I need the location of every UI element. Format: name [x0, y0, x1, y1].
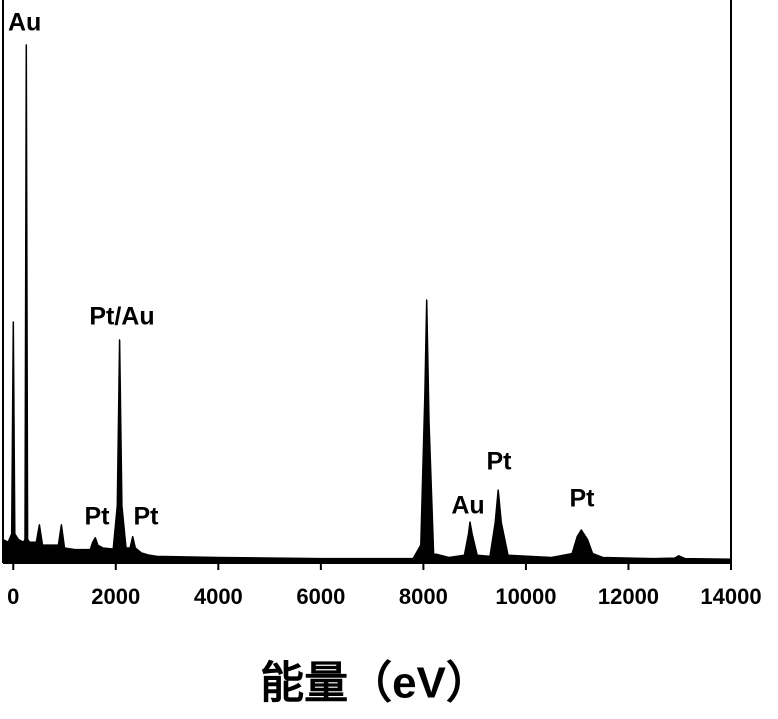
peak-label: Pt [570, 485, 596, 513]
x-tick-label: 14000 [700, 584, 761, 609]
peak-label: Au [451, 492, 484, 520]
x-tick-label: 0 [7, 584, 19, 609]
x-tick-label: 2000 [91, 584, 140, 609]
x-tick-label: 12000 [598, 584, 659, 609]
x-tick-label: 4000 [194, 584, 243, 609]
spectrum [2, 44, 732, 563]
x-tick-label: 8000 [399, 584, 448, 609]
peak-label: Pt [134, 503, 160, 531]
x-tick-label: 6000 [296, 584, 345, 609]
peak-label: Au [8, 9, 41, 37]
peak-label: Pt/Au [89, 303, 154, 331]
peak-label: Pt [85, 503, 111, 531]
x-tick-label: 10000 [495, 584, 556, 609]
x-axis-label: 能量（eV） [260, 659, 490, 708]
peak-label: Pt [487, 448, 513, 476]
